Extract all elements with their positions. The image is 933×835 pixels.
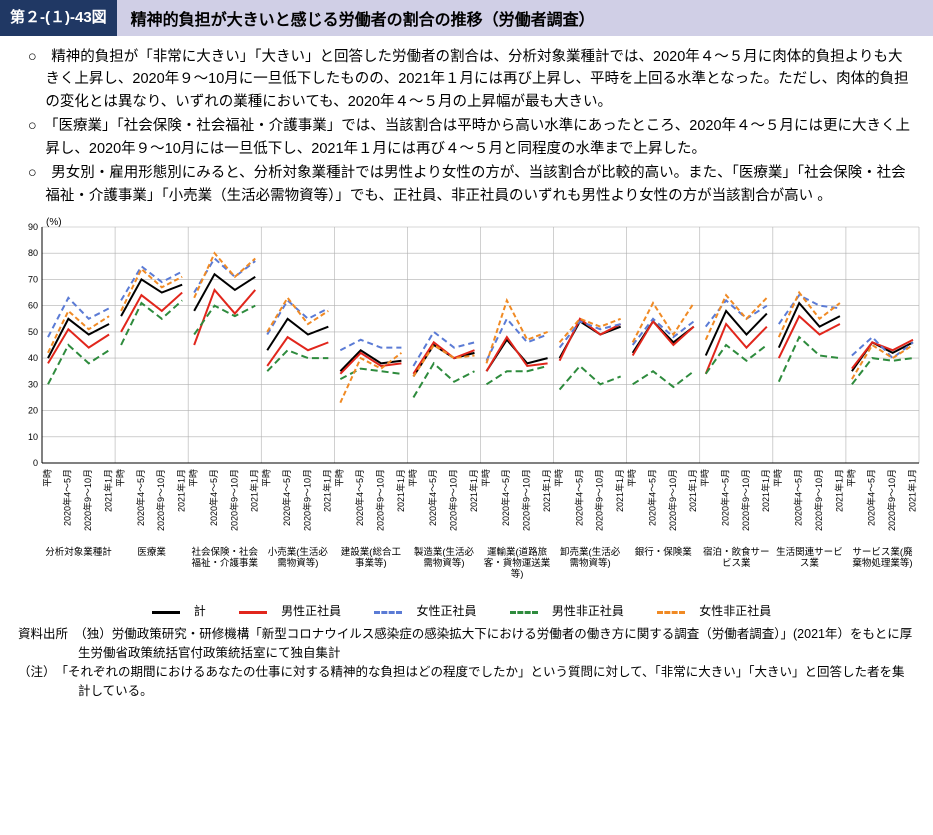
legend-item: 男性非正社員 [510,604,634,618]
svg-text:2021年1月: 2021年1月 [687,469,698,512]
svg-text:2020年9～10月: 2020年9～10月 [740,469,751,531]
svg-text:2020年4～5月: 2020年4～5月 [354,469,365,526]
svg-text:小売業(生活必: 小売業(生活必 [268,546,329,558]
svg-text:2020年4～5月: 2020年4～5月 [719,469,730,526]
svg-text:2021年1月: 2021年1月 [102,469,113,512]
svg-text:50: 50 [28,327,38,337]
svg-text:建設業(総合工: 建設業(総合工 [341,546,402,558]
figure-title: 精神的負担が大きいと感じる労働者の割合の推移（労働者調査） [117,0,933,36]
svg-text:2021年1月: 2021年1月 [249,469,260,512]
svg-text:平時: 平時 [408,469,418,487]
svg-text:棄物処理業等): 棄物処理業等) [852,557,912,569]
svg-text:2020年9～10月: 2020年9～10月 [521,469,532,531]
bullet-item: ○ 精神的負担が「非常に大きい」「大きい」と回答した労働者の割合は、分析対象業種… [45,46,915,113]
svg-text:2020年4～5月: 2020年4～5月 [793,469,804,526]
svg-text:20: 20 [28,406,38,416]
svg-text:30: 30 [28,380,38,390]
svg-text:等): 等) [511,568,524,580]
chart-legend: 計 男性正社員 女性正社員 男性非正社員 女性非正社員 [8,598,925,621]
figure-header: 第２-(１)-43図 精神的負担が大きいと感じる労働者の割合の推移（労働者調査） [0,0,933,36]
svg-text:70: 70 [28,275,38,285]
svg-text:10: 10 [28,432,38,442]
svg-text:福祉・介護事業: 福祉・介護事業 [191,557,258,569]
svg-text:平時: 平時 [42,469,52,487]
svg-text:2020年9～10月: 2020年9～10月 [667,469,678,531]
svg-text:分析対象業種計: 分析対象業種計 [45,546,112,558]
svg-text:客・貨物運送業: 客・貨物運送業 [484,557,551,569]
svg-text:銀行・保険業: 銀行・保険業 [635,546,693,558]
svg-text:事業等): 事業等) [355,557,387,569]
svg-text:運輸業(道路旅: 運輸業(道路旅 [487,546,548,558]
line-chart: 0 10 20 30 40 50 60 70 80 90 (%) 平時 2020年4～5月 2020年9～… [8,213,925,593]
svg-text:2020年4～5月: 2020年4～5月 [208,469,219,526]
svg-text:2020年4～5月: 2020年4～5月 [500,469,511,526]
legend-item: 男性正社員 [239,604,351,618]
svg-text:サービス業(廃: サービス業(廃 [852,546,913,558]
svg-text:生活関連サービ: 生活関連サービ [776,546,843,558]
svg-text:卸売業(生活必: 卸売業(生活必 [560,546,621,558]
svg-text:2020年9～10月: 2020年9～10月 [82,469,93,531]
svg-text:2020年4～5月: 2020年4～5月 [135,469,146,526]
svg-text:0: 0 [33,458,38,468]
svg-text:2020年4～5月: 2020年4～5月 [866,469,877,526]
svg-text:製造業(生活必: 製造業(生活必 [414,546,475,558]
bullet-item: ○ 男女別・雇用形態別にみると、分析対象業種計では男性より女性の方が、当該割合が… [45,162,915,207]
svg-text:2020年9～10月: 2020年9～10月 [155,469,166,531]
svg-text:(%): (%) [46,217,62,228]
svg-text:2021年1月: 2021年1月 [906,469,917,512]
svg-text:平時: 平時 [627,469,637,487]
svg-text:2020年9～10月: 2020年9～10月 [886,469,897,531]
svg-text:平時: 平時 [335,469,345,487]
svg-text:2020年9～10月: 2020年9～10月 [228,469,239,531]
svg-text:平時: 平時 [115,469,125,487]
svg-text:90: 90 [28,222,38,232]
source-notes: 資料出所 （独）労働政策研究・研修機構「新型コロナウイルス感染症の感染拡大下にお… [0,621,933,712]
svg-text:40: 40 [28,353,38,363]
summary-bullets: ○ 精神的負担が「非常に大きい」「大きい」と回答した労働者の割合は、分析対象業種… [0,36,933,213]
svg-text:2020年4～5月: 2020年4～5月 [573,469,584,526]
svg-text:ス業: ス業 [800,557,820,569]
svg-text:2021年1月: 2021年1月 [395,469,406,512]
svg-text:2020年4～5月: 2020年4～5月 [646,469,657,526]
svg-text:2020年4～5月: 2020年4～5月 [62,469,73,526]
svg-text:平時: 平時 [773,469,783,487]
svg-text:平時: 平時 [554,469,564,487]
source-line: 資料出所 （独）労働政策研究・研修機構「新型コロナウイルス感染症の感染拡大下にお… [78,625,915,663]
svg-text:医療業: 医療業 [137,546,166,558]
legend-item: 女性正社員 [374,604,486,618]
svg-text:2020年4～5月: 2020年4～5月 [427,469,438,526]
svg-text:2020年9～10月: 2020年9～10月 [448,469,459,531]
svg-text:2020年9～10月: 2020年9～10月 [594,469,605,531]
svg-text:社会保険・社会: 社会保険・社会 [191,546,258,558]
bullet-item: ○ 「医療業」「社会保険・社会福祉・介護事業」では、当該割合は平時から高い水準に… [45,115,915,160]
svg-text:2021年1月: 2021年1月 [176,469,187,512]
legend-item: 女性非正社員 [657,604,781,618]
svg-text:平時: 平時 [481,469,491,487]
svg-text:2021年1月: 2021年1月 [833,469,844,512]
svg-text:2020年9～10月: 2020年9～10月 [374,469,385,531]
svg-text:ビス業: ビス業 [722,557,751,569]
svg-text:2021年1月: 2021年1月 [468,469,479,512]
svg-text:需物資等): 需物資等) [570,557,611,569]
chart-container: 0 10 20 30 40 50 60 70 80 90 (%) 平時 2020年4～5月 2020年9～… [0,213,933,621]
note-line: （注） 「それぞれの期間におけるあなたの仕事に対する精神的な負担はどの程度でした… [78,663,915,701]
svg-text:2021年1月: 2021年1月 [760,469,771,512]
svg-text:2020年9～10月: 2020年9～10月 [813,469,824,531]
svg-text:需物資等): 需物資等) [423,557,464,569]
svg-text:需物資等): 需物資等) [277,557,318,569]
svg-text:宿泊・飲食サー: 宿泊・飲食サー [703,546,770,558]
svg-text:2020年4～5月: 2020年4～5月 [281,469,292,526]
svg-text:2021年1月: 2021年1月 [322,469,333,512]
svg-text:80: 80 [28,249,38,259]
svg-text:2021年1月: 2021年1月 [541,469,552,512]
svg-text:2021年1月: 2021年1月 [614,469,625,512]
svg-text:平時: 平時 [846,469,856,487]
svg-text:平時: 平時 [262,469,272,487]
legend-item: 計 [152,604,216,618]
svg-text:2020年9～10月: 2020年9～10月 [301,469,312,531]
svg-text:平時: 平時 [189,469,199,487]
svg-text:平時: 平時 [700,469,710,487]
svg-text:60: 60 [28,301,38,311]
figure-number: 第２-(１)-43図 [0,0,117,36]
